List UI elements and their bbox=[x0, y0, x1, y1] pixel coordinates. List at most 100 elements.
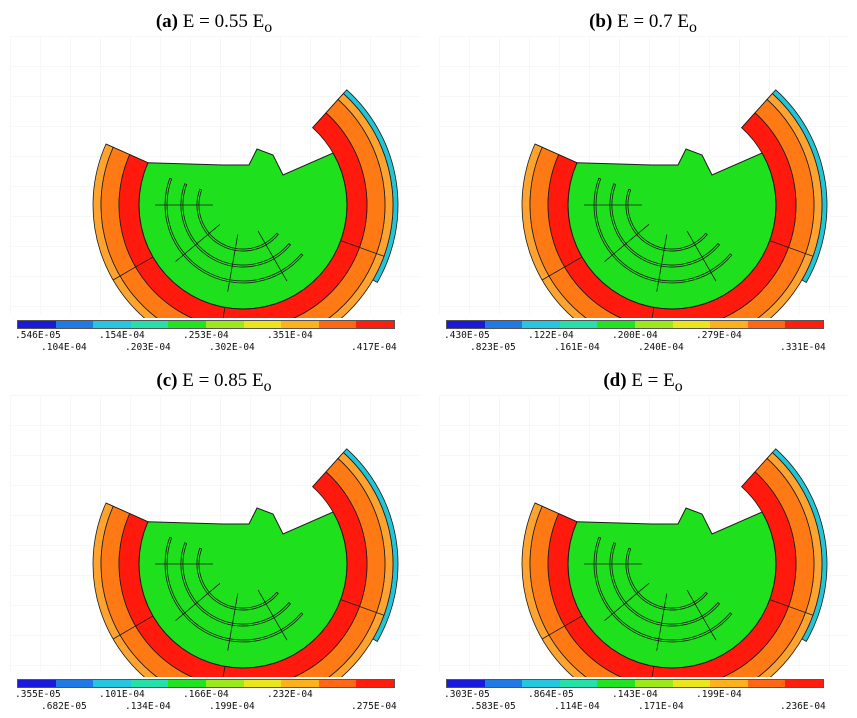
sector-model-svg bbox=[92, 89, 399, 356]
sector-model-svg bbox=[521, 448, 828, 715]
radial-boundary-line bbox=[112, 256, 154, 281]
colorbar-label: .199E-04 bbox=[209, 701, 255, 712]
panel-title: (d) E = Eo bbox=[429, 370, 857, 396]
colorbar-label: .303E-05 bbox=[444, 689, 490, 700]
colorbar-segment bbox=[447, 321, 485, 328]
colorbar-label: .279E-04 bbox=[696, 330, 742, 341]
colorbar-label: .122E-04 bbox=[528, 330, 574, 341]
colorbar-label: .430E-05 bbox=[444, 330, 490, 341]
colorbar-segment bbox=[281, 680, 319, 687]
colorbar-label: .143E-04 bbox=[612, 689, 658, 700]
colorbar-ticks: .430E-05 .122E-04 .200E-04 .279E-04 .823… bbox=[444, 329, 826, 355]
panel-title: (a) E = 0.55 Eo bbox=[0, 11, 428, 37]
radial-boundary-line bbox=[534, 143, 578, 164]
colorbar-segment bbox=[634, 680, 673, 687]
colorbar-segment bbox=[559, 680, 598, 687]
radial-boundary-line bbox=[769, 240, 814, 257]
colorbar-segment bbox=[18, 321, 56, 328]
colorbar-segment bbox=[318, 321, 357, 328]
core-ring-line bbox=[180, 542, 292, 627]
colorbar-label: .302E-04 bbox=[209, 342, 255, 353]
colorbar-segment bbox=[168, 680, 206, 687]
colorbar-segment bbox=[55, 321, 94, 328]
radial-boundary-line bbox=[340, 599, 385, 616]
colorbar-label: .253E-04 bbox=[183, 330, 229, 341]
core-ring-line bbox=[625, 188, 708, 252]
panel-label: (a) bbox=[155, 11, 179, 32]
colorbar-label: .351E-04 bbox=[267, 330, 313, 341]
colorbar-label: .166E-04 bbox=[183, 689, 229, 700]
colorbar-label: .232E-04 bbox=[267, 689, 313, 700]
colorbar-segment bbox=[747, 321, 786, 328]
colorbar: .430E-05 .122E-04 .200E-04 .279E-04 .823… bbox=[444, 320, 826, 355]
colorbar-segment bbox=[710, 321, 748, 328]
colorbar: .355E-05 .101E-04 .166E-04 .232E-04 .682… bbox=[15, 679, 397, 714]
panel-title: (b) E = 0.7 Eo bbox=[429, 11, 857, 37]
radial-boundary-line bbox=[769, 599, 814, 616]
colorbar-segment bbox=[710, 680, 748, 687]
panel-label: (d) bbox=[603, 370, 627, 391]
core-ring-line bbox=[180, 183, 292, 268]
core-ring-line bbox=[196, 547, 279, 611]
colorbar-segment bbox=[168, 321, 206, 328]
panel-b: (b) E = 0.7 Eo .430E-05 .122E-04 .200E-0… bbox=[429, 0, 857, 359]
colorbar-segment bbox=[318, 680, 357, 687]
colorbar-segment bbox=[672, 680, 711, 687]
colorbar-label: .355E-05 bbox=[15, 689, 61, 700]
colorbar-segment bbox=[205, 321, 244, 328]
panel-label: (b) bbox=[589, 11, 613, 32]
colorbar-segment bbox=[484, 321, 523, 328]
colorbar-label: .203E-04 bbox=[125, 342, 171, 353]
panel-a: (a) E = 0.55 Eo .546E-05 .154E-04 .253E-… bbox=[0, 0, 428, 359]
colorbar-segment bbox=[93, 680, 131, 687]
core-rib-line bbox=[604, 223, 650, 262]
core-region bbox=[138, 507, 348, 669]
sector-model-svg bbox=[92, 448, 399, 715]
colorbar-label: .275E-04 bbox=[351, 701, 397, 712]
colorbar: .303E-05 .864E-05 .143E-04 .199E-04 .583… bbox=[444, 679, 826, 714]
contour-figure bbox=[0, 0, 428, 356]
colorbar-label: .171E-04 bbox=[638, 701, 684, 712]
colorbar-segment bbox=[785, 321, 823, 328]
colorbar-label: .682E-05 bbox=[41, 701, 87, 712]
radial-boundary-line bbox=[541, 256, 583, 281]
panel-title-text: E = 0.7 E bbox=[617, 11, 689, 32]
core-rib-line bbox=[656, 234, 668, 292]
colorbar-ticks: .546E-05 .154E-04 .253E-04 .351E-04 .104… bbox=[15, 329, 397, 355]
core-ring-line bbox=[609, 183, 721, 268]
colorbar-segment bbox=[522, 680, 560, 687]
panel-title-subscript: o bbox=[264, 18, 273, 36]
colorbar-label: .823E-05 bbox=[470, 342, 516, 353]
core-rib-line bbox=[686, 589, 717, 641]
contour-figure bbox=[429, 0, 857, 356]
contour-figure bbox=[0, 359, 428, 715]
panel-title: (c) E = 0.85 Eo bbox=[0, 370, 428, 396]
colorbar-label: .199E-04 bbox=[696, 689, 742, 700]
core-region bbox=[567, 148, 777, 310]
core-ring-line bbox=[196, 188, 279, 252]
colorbar-segment bbox=[243, 321, 282, 328]
panel-title-text: E = 0.85 E bbox=[182, 370, 264, 391]
colorbar-label: .583E-05 bbox=[470, 701, 516, 712]
colorbar-strip bbox=[446, 679, 824, 688]
core-ring-line bbox=[164, 536, 304, 643]
colorbar-label: .161E-04 bbox=[554, 342, 600, 353]
colorbar-segment bbox=[484, 680, 523, 687]
colorbar-label: .864E-05 bbox=[528, 689, 574, 700]
core-ring-line bbox=[609, 542, 721, 627]
colorbar: .546E-05 .154E-04 .253E-04 .351E-04 .104… bbox=[15, 320, 397, 355]
radial-boundary-line bbox=[741, 93, 773, 128]
panel-title-subscript: o bbox=[263, 377, 272, 395]
radial-boundary-line bbox=[741, 452, 773, 487]
core-region bbox=[567, 507, 777, 669]
colorbar-strip bbox=[17, 679, 395, 688]
core-rib-line bbox=[175, 223, 221, 262]
contour-figure bbox=[429, 359, 857, 715]
core-region bbox=[138, 148, 348, 310]
radial-boundary-line bbox=[312, 452, 344, 487]
core-ring-line bbox=[164, 177, 304, 284]
colorbar-segment bbox=[55, 680, 94, 687]
core-rib-line bbox=[257, 230, 288, 282]
colorbar-label: .154E-04 bbox=[99, 330, 145, 341]
colorbar-label: .114E-04 bbox=[554, 701, 600, 712]
